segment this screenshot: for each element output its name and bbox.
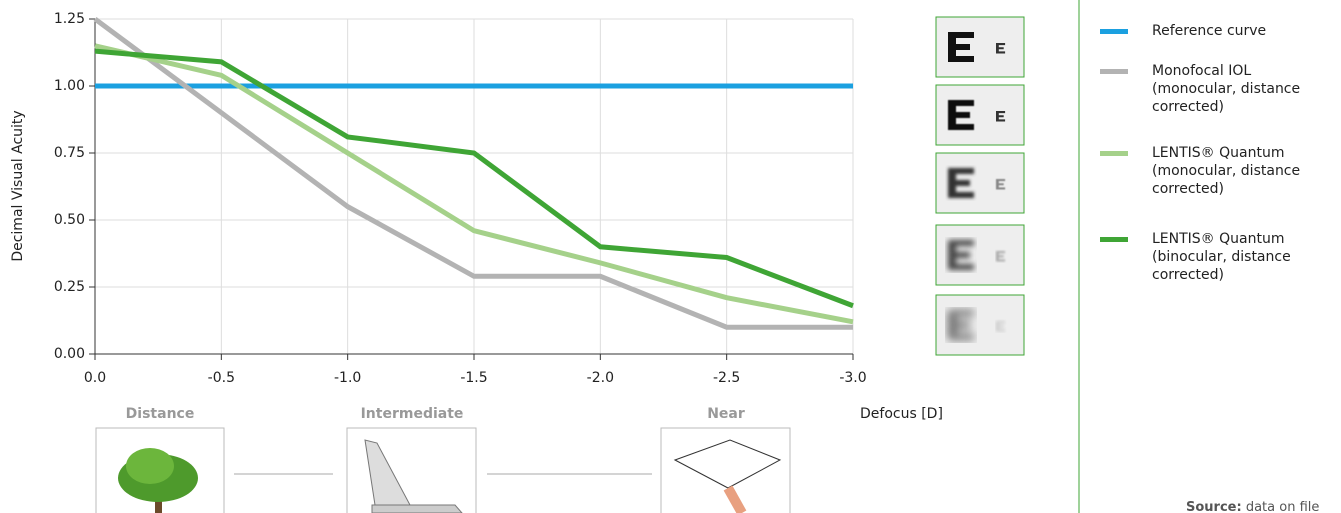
optotypes xyxy=(936,17,1024,355)
legend-label: Monofocal IOL (monocular, distance corre… xyxy=(1152,62,1332,116)
legend-swatch xyxy=(1100,151,1128,156)
x-tick-label: -1.0 xyxy=(334,370,361,386)
distance-icons: Distance Intermediate Near xyxy=(96,406,790,513)
y-axis-label: Decimal Visual Acuity xyxy=(10,110,26,261)
distance-label: Distance xyxy=(126,406,195,422)
legend-label: LENTIS® Quantum (monocular, distance cor… xyxy=(1152,144,1332,198)
y-tick-label: 1.00 xyxy=(54,78,85,94)
legend-swatch xyxy=(1100,29,1128,34)
legend-swatch xyxy=(1100,69,1128,74)
page: Decimal Visual Acuity Defocus [D] Distan… xyxy=(0,0,1341,513)
x-tick-label: -1.5 xyxy=(460,370,487,386)
legend-swatch xyxy=(1100,237,1128,242)
x-tick-label: -0.5 xyxy=(208,370,235,386)
distance-label: Near xyxy=(707,406,745,422)
source-text: data on file xyxy=(1246,500,1320,513)
y-tick-label: 0.25 xyxy=(54,279,85,295)
legend-item: Monofocal IOL (monocular, distance corre… xyxy=(1100,62,1335,116)
y-tick-label: 0.75 xyxy=(54,145,85,161)
legend-item: Reference curve xyxy=(1100,22,1335,40)
y-tick-label: 0.00 xyxy=(54,346,85,362)
y-tick-label: 0.50 xyxy=(54,212,85,228)
x-tick-label: -2.5 xyxy=(713,370,740,386)
legend-item: LENTIS® Quantum (monocular, distance cor… xyxy=(1100,144,1335,198)
y-tick-label: 1.25 xyxy=(54,11,85,27)
source: Source: data on file xyxy=(1186,500,1319,513)
legend-label: Reference curve xyxy=(1152,22,1332,40)
x-axis-label: Defocus [D] xyxy=(860,406,943,422)
x-tick-label: -3.0 xyxy=(839,370,866,386)
distance-label: Intermediate xyxy=(361,406,464,422)
legend-item: LENTIS® Quantum (binocular, distance cor… xyxy=(1100,230,1335,284)
x-tick-label: 0.0 xyxy=(84,370,106,386)
x-tick-label: -2.0 xyxy=(587,370,614,386)
source-label: Source: xyxy=(1186,500,1242,513)
legend-label: LENTIS® Quantum (binocular, distance cor… xyxy=(1152,230,1332,284)
